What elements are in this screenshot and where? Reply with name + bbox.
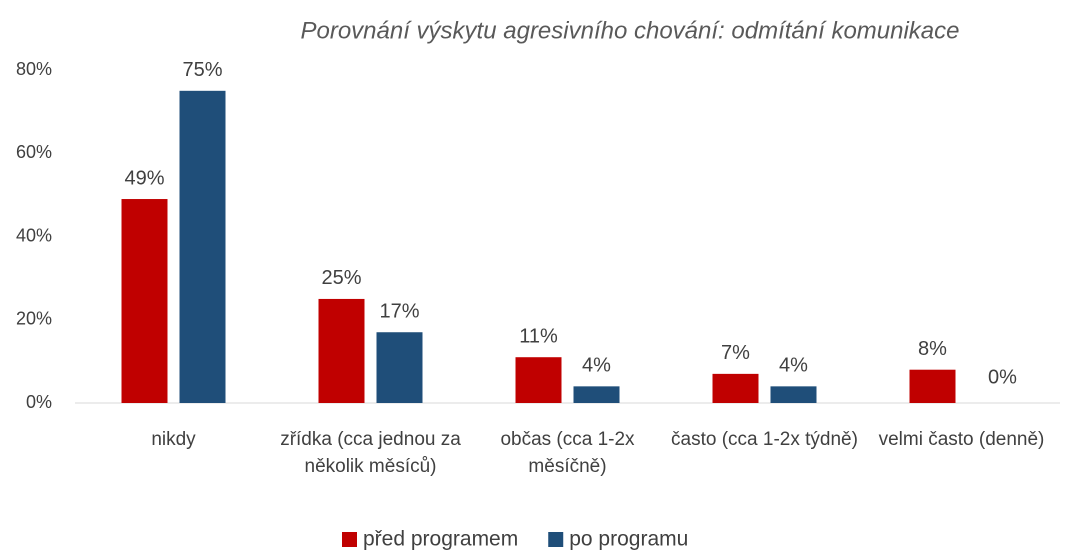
bar (121, 199, 168, 403)
bar (573, 386, 620, 403)
data-label: 7% (721, 342, 750, 364)
x-tick-label: občas (cca 1-2x měsíčně) (500, 429, 635, 477)
data-label: 75% (182, 59, 222, 81)
bar (515, 357, 562, 403)
y-tick-label: 40% (16, 225, 52, 245)
y-tick-label: 0% (26, 392, 52, 412)
x-tick-label: často (cca 1-2x týdně) (671, 429, 858, 450)
data-label: 0% (988, 366, 1017, 388)
y-tick-label: 80% (16, 59, 52, 79)
data-label: 49% (124, 167, 164, 189)
data-label: 4% (779, 355, 808, 377)
bar (318, 298, 365, 403)
legend-label: po programu (569, 528, 688, 551)
legend-swatch (342, 532, 357, 547)
bar (376, 332, 423, 403)
x-tick-label: nikdy (151, 429, 196, 450)
legend-swatch (548, 532, 564, 547)
data-label: 11% (519, 325, 558, 347)
x-tick-label: zřídka (cca jednou za několik měsíců) (280, 429, 461, 477)
chart-title: Porovnání výskytu agresivního chování: o… (300, 17, 959, 44)
y-tick-label: 20% (16, 309, 52, 329)
data-label: 25% (321, 267, 361, 289)
data-label: 4% (582, 355, 611, 377)
bar (712, 373, 759, 403)
data-label: 8% (918, 338, 947, 360)
legend-label: před programem (363, 528, 518, 551)
bar (770, 386, 817, 403)
bar (179, 90, 226, 403)
y-tick-label: 60% (16, 142, 52, 162)
bar (909, 369, 956, 403)
x-tick-label: velmi často (denně) (878, 429, 1045, 450)
data-label: 17% (379, 301, 419, 323)
